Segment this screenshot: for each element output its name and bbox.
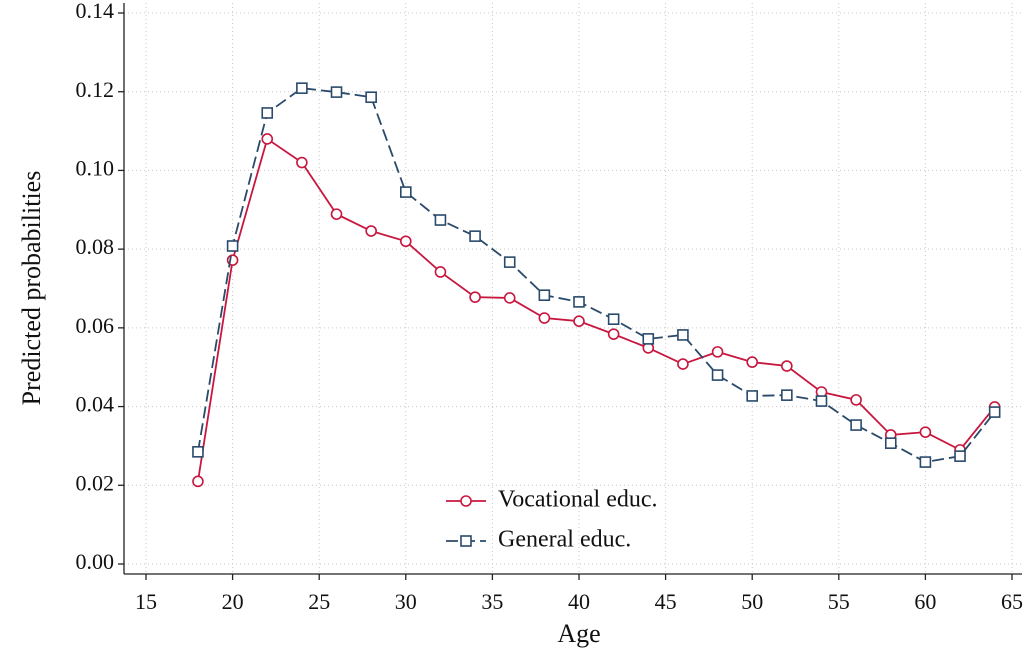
y-tick-label: 0.02 — [76, 470, 115, 495]
marker — [538, 312, 551, 324]
marker — [677, 329, 689, 341]
x-axis-title: Age — [557, 619, 600, 648]
x-tick-label: 15 — [135, 589, 157, 614]
x-tick-label: 60 — [914, 589, 936, 614]
y-tick-label: 0.04 — [76, 392, 115, 417]
x-tick-label: 45 — [655, 589, 677, 614]
x-tick-label: 30 — [395, 589, 417, 614]
y-tick-label: 0.12 — [76, 77, 115, 102]
series-line — [197, 137, 996, 482]
y-tick-label: 0.14 — [76, 0, 115, 23]
marker — [296, 156, 308, 169]
marker — [677, 358, 689, 370]
y-tick-label: 0.06 — [76, 313, 115, 338]
marker — [746, 390, 759, 402]
marker — [781, 360, 793, 372]
x-tick-label: 20 — [222, 589, 244, 614]
marker — [850, 419, 862, 431]
marker — [573, 296, 585, 308]
legend-marker — [460, 495, 472, 507]
marker — [919, 426, 932, 438]
y-tick-label: 0.00 — [76, 549, 115, 574]
marker — [607, 313, 620, 325]
marker — [607, 328, 620, 340]
marker — [850, 394, 862, 406]
marker — [469, 291, 481, 303]
marker — [434, 214, 447, 226]
marker — [330, 86, 343, 98]
marker — [642, 333, 655, 345]
y-tick-label: 0.08 — [76, 234, 115, 259]
marker — [365, 225, 377, 237]
x-tick-label: 40 — [568, 589, 590, 614]
marker — [192, 475, 204, 488]
marker — [919, 456, 932, 468]
marker — [746, 356, 759, 368]
series-line — [197, 87, 996, 464]
marker — [434, 266, 447, 278]
marker — [261, 107, 274, 119]
marker — [503, 292, 516, 304]
y-axis-title: Predicted probabilities — [17, 171, 46, 406]
marker — [226, 240, 239, 252]
x-tick-label: 25 — [308, 589, 330, 614]
marker — [884, 437, 897, 449]
x-tick-label: 50 — [741, 589, 763, 614]
marker — [954, 450, 966, 462]
x-tick-label: 35 — [481, 589, 503, 614]
marker — [573, 315, 585, 327]
marker — [711, 346, 724, 358]
marker — [988, 406, 1001, 418]
y-tick-label: 0.10 — [76, 155, 115, 180]
legend-label: Vocational educ. — [498, 487, 658, 513]
marker — [503, 256, 516, 268]
x-tick-label: 55 — [828, 589, 850, 614]
marker — [399, 235, 412, 248]
x-tick-label: 65 — [1001, 589, 1023, 614]
marker — [330, 208, 343, 220]
marker — [296, 82, 308, 94]
marker — [261, 133, 274, 145]
marker — [711, 369, 724, 381]
legend-marker — [460, 535, 472, 547]
marker — [469, 230, 481, 242]
marker — [399, 186, 412, 198]
marker — [815, 395, 828, 407]
legend-label: General educ. — [498, 527, 631, 553]
marker — [365, 91, 377, 104]
marker — [781, 389, 793, 401]
marker — [192, 446, 204, 458]
marker — [538, 289, 551, 301]
